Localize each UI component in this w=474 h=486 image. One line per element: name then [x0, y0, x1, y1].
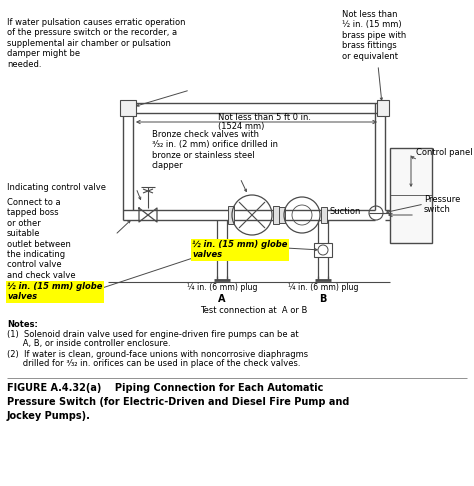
- Text: ¼ in. (6 mm) plug: ¼ in. (6 mm) plug: [288, 283, 358, 292]
- Text: Indicating control valve: Indicating control valve: [7, 183, 106, 192]
- Text: Notes:: Notes:: [7, 320, 38, 329]
- Bar: [321, 207, 327, 223]
- Text: Control panel: Control panel: [416, 148, 473, 157]
- Text: B: B: [319, 294, 327, 304]
- Bar: [213, 243, 231, 257]
- Text: FIGURE A.4.32(a)    Piping Connection for Each Automatic: FIGURE A.4.32(a) Piping Connection for E…: [7, 383, 323, 393]
- Text: Not less than 5 ft 0 in.: Not less than 5 ft 0 in.: [218, 113, 311, 122]
- Bar: [120, 100, 136, 116]
- Text: Pressure
switch: Pressure switch: [424, 195, 460, 214]
- Bar: [273, 206, 279, 224]
- Text: (1)  Solenoid drain valve used for engine-driven fire pumps can be at: (1) Solenoid drain valve used for engine…: [7, 330, 299, 339]
- Text: A: A: [218, 294, 226, 304]
- Text: (2)  If water is clean, ground-face unions with noncorrosive diaphragms: (2) If water is clean, ground-face union…: [7, 350, 308, 359]
- Text: If water pulsation causes erratic operation
of the pressure switch or the record: If water pulsation causes erratic operat…: [7, 18, 185, 69]
- Text: ½ in. (15 mm) globe
valves: ½ in. (15 mm) globe valves: [192, 240, 287, 260]
- Text: Pressure Switch (for Electric-Driven and Diesel Fire Pump and: Pressure Switch (for Electric-Driven and…: [7, 397, 349, 407]
- Bar: [314, 243, 332, 257]
- Text: ½ in. (15 mm) globe
valves: ½ in. (15 mm) globe valves: [7, 282, 102, 301]
- Bar: [390, 148, 432, 243]
- Text: Suction: Suction: [330, 207, 361, 216]
- Text: (1524 mm): (1524 mm): [218, 122, 264, 131]
- Text: Bronze check valves with
³⁄₃₂ in. (2 mm) orifice drilled in
bronze or stainless : Bronze check valves with ³⁄₃₂ in. (2 mm)…: [152, 130, 278, 170]
- Bar: [228, 206, 234, 224]
- Text: Connect to a
tapped boss
or other
suitable
outlet between
the indicating
control: Connect to a tapped boss or other suitab…: [7, 198, 76, 280]
- Text: ¼ in. (6 mm) plug: ¼ in. (6 mm) plug: [187, 283, 257, 292]
- Text: A, B, or inside controller enclosure.: A, B, or inside controller enclosure.: [7, 339, 171, 348]
- Text: drilled for ³⁄₃₂ in. orifices can be used in place of the check valves.: drilled for ³⁄₃₂ in. orifices can be use…: [7, 359, 301, 368]
- Bar: [279, 207, 285, 223]
- Bar: [377, 100, 389, 116]
- Text: Jockey Pumps).: Jockey Pumps).: [7, 411, 91, 421]
- Text: Not less than
½ in. (15 mm)
brass pipe with
brass fittings
or equivalent: Not less than ½ in. (15 mm) brass pipe w…: [342, 10, 406, 61]
- Text: Test connection at  A or B: Test connection at A or B: [200, 306, 307, 315]
